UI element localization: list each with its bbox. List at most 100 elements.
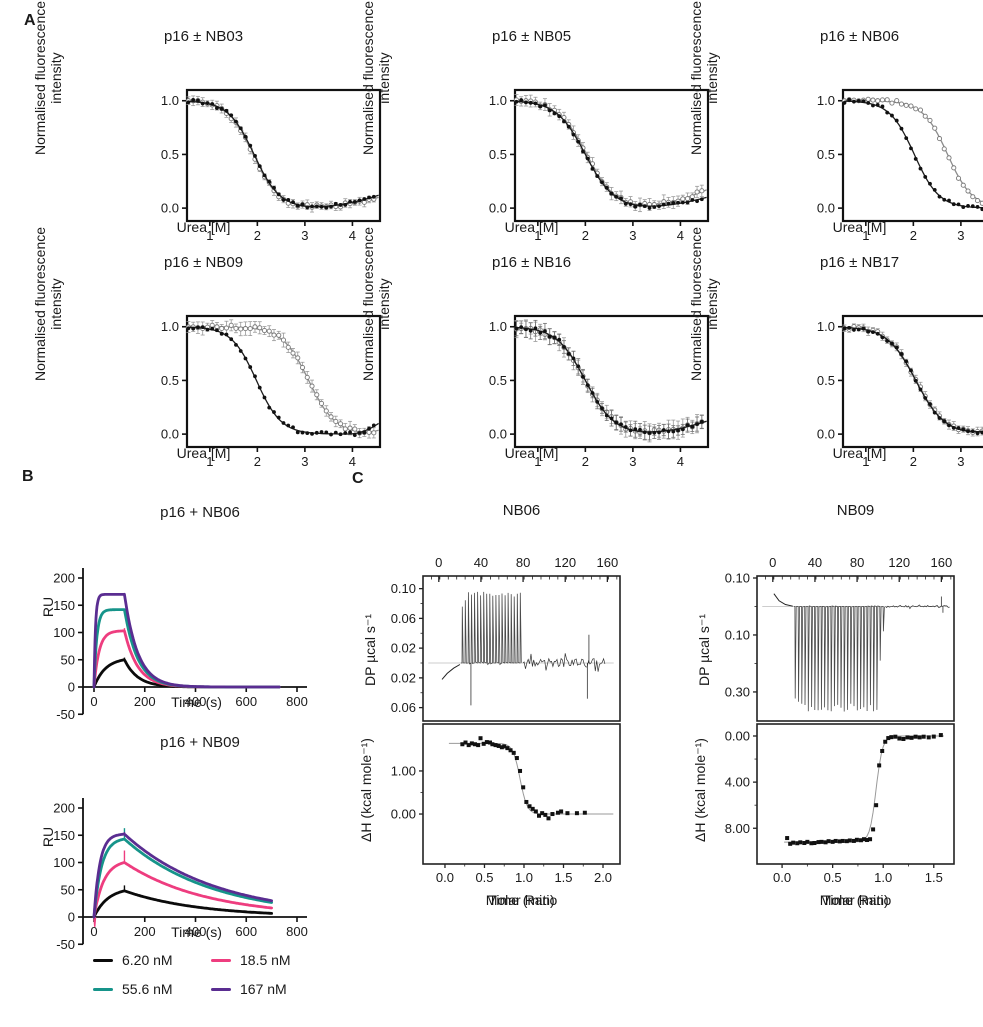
plot-p16-nb03: p16 ± NB03 Normalised fluorescence inten… bbox=[0, 1, 382, 246]
itc-column-nb06: NB06 Time (min) 0 40 80 120 160 0.10 0.06 0.02 -… bbox=[350, 498, 650, 918]
time-axis-label: Time (min) bbox=[822, 892, 889, 908]
legend-entry: 18.5 nM bbox=[211, 952, 343, 968]
svg-text:3: 3 bbox=[301, 228, 308, 243]
svg-text:0.00: 0.00 bbox=[391, 807, 416, 822]
svg-text:-8.00: -8.00 bbox=[724, 821, 750, 836]
x-axis-label: Time (s) bbox=[171, 924, 222, 940]
svg-text:1.0: 1.0 bbox=[515, 870, 533, 885]
svg-text:0.0: 0.0 bbox=[817, 427, 835, 442]
legend-label: 6.20 nM bbox=[122, 952, 173, 968]
legend-swatch bbox=[93, 958, 113, 962]
svg-text:3: 3 bbox=[629, 454, 636, 469]
svg-text:0.5: 0.5 bbox=[161, 373, 179, 388]
plot-p16-nb05: p16 ± NB05 Normalised fluorescence inten… bbox=[328, 1, 710, 246]
legend-swatch bbox=[93, 987, 113, 991]
svg-text:1.0: 1.0 bbox=[817, 93, 835, 108]
plot-p16-nb17: p16 ± NB17 Normalised fluorescence inten… bbox=[656, 227, 983, 472]
itc-dp-chart-nb09: 0 40 80 120 160 0.10 -0.10 -0.30 bbox=[720, 548, 964, 735]
svg-text:0.5: 0.5 bbox=[817, 373, 835, 388]
itc-isotherm-chart-nb06: 0.0 0.5 1.0 1.5 2.0 1.00 0.00 bbox=[390, 720, 630, 903]
plot-title: p16 ± NB06 bbox=[819, 28, 900, 45]
svg-text:1.0: 1.0 bbox=[489, 93, 507, 108]
svg-text:400: 400 bbox=[185, 924, 207, 939]
svg-text:3: 3 bbox=[957, 454, 964, 469]
svg-text:100: 100 bbox=[53, 625, 75, 640]
svg-text:100: 100 bbox=[53, 855, 75, 870]
svg-text:0: 0 bbox=[90, 694, 97, 709]
x-axis-label: Urea [M] bbox=[176, 219, 231, 235]
plot-title: p16 ± NB17 bbox=[819, 254, 900, 271]
svg-text:0.0: 0.0 bbox=[773, 870, 791, 885]
svg-text:200: 200 bbox=[53, 801, 75, 816]
svg-text:2.0: 2.0 bbox=[594, 870, 612, 885]
svg-text:1.0: 1.0 bbox=[489, 319, 507, 334]
svg-text:-0.02: -0.02 bbox=[390, 670, 416, 685]
svg-text:0.0: 0.0 bbox=[817, 201, 835, 216]
svg-text:2: 2 bbox=[254, 454, 261, 469]
y-axis-label: Normalised fluorescence intensity bbox=[360, 0, 392, 156]
molar-ratio-label: Molar Ratio bbox=[485, 892, 558, 908]
spr-plot-nb06: p16 + NB06 RU 200 150 100 50 0 -50 0 200 400 600 8… bbox=[30, 498, 330, 726]
svg-text:2: 2 bbox=[254, 228, 261, 243]
spr-plot-nb09: p16 + NB09 RU 200 150 100 50 0 -50 0 200 400 600 8… bbox=[30, 728, 330, 956]
legend-label: 167 nM bbox=[240, 981, 287, 997]
legend-swatch bbox=[211, 958, 231, 962]
svg-text:800: 800 bbox=[286, 694, 308, 709]
svg-text:0.0: 0.0 bbox=[161, 201, 179, 216]
svg-text:0.5: 0.5 bbox=[817, 147, 835, 162]
svg-text:0.10: 0.10 bbox=[391, 581, 416, 596]
plot-title: p16 ± NB05 bbox=[491, 28, 572, 45]
legend-swatch bbox=[211, 987, 231, 991]
svg-text:1: 1 bbox=[534, 228, 541, 243]
svg-text:400: 400 bbox=[185, 694, 207, 709]
svg-text:600: 600 bbox=[235, 694, 257, 709]
svg-text:1: 1 bbox=[206, 228, 213, 243]
svg-text:200: 200 bbox=[134, 694, 156, 709]
molar-ratio-label: Molar Ratio bbox=[819, 892, 892, 908]
plot-p16-nb16: p16 ± NB16 Normalised fluorescence inten… bbox=[328, 227, 710, 472]
svg-text:600: 600 bbox=[235, 924, 257, 939]
svg-text:0: 0 bbox=[435, 555, 442, 570]
svg-text:160: 160 bbox=[597, 555, 619, 570]
svg-text:0.5: 0.5 bbox=[161, 147, 179, 162]
plot-title: p16 ± NB03 bbox=[163, 28, 244, 45]
svg-text:0.10: 0.10 bbox=[725, 570, 750, 585]
svg-text:2: 2 bbox=[910, 454, 917, 469]
svg-text:80: 80 bbox=[516, 555, 530, 570]
svg-text:120: 120 bbox=[888, 555, 910, 570]
x-axis-label: Urea [M] bbox=[832, 219, 887, 235]
svg-text:-0.30: -0.30 bbox=[724, 684, 750, 699]
svg-text:200: 200 bbox=[134, 924, 156, 939]
itc-dp-chart-nb06: 0 40 80 120 160 0.10 0.06 0.02 -0.02 -0.06 bbox=[386, 548, 630, 735]
svg-text:40: 40 bbox=[808, 555, 822, 570]
legend-entry: 167 nM bbox=[211, 981, 343, 997]
plot-title: p16 + NB06 bbox=[160, 504, 240, 521]
time-axis-label: Time (min) bbox=[488, 892, 555, 908]
svg-text:0.0: 0.0 bbox=[489, 427, 507, 442]
svg-text:800: 800 bbox=[286, 924, 308, 939]
svg-text:1: 1 bbox=[534, 454, 541, 469]
svg-text:4: 4 bbox=[677, 228, 684, 243]
svg-text:0.5: 0.5 bbox=[475, 870, 493, 885]
svg-text:4: 4 bbox=[349, 454, 356, 469]
plot-title: NB09 bbox=[836, 502, 875, 519]
svg-text:150: 150 bbox=[53, 828, 75, 843]
svg-text:4: 4 bbox=[677, 454, 684, 469]
svg-text:200: 200 bbox=[53, 571, 75, 586]
y-axis-label: Normalised fluorescence intensity bbox=[32, 0, 64, 156]
svg-text:1.00: 1.00 bbox=[391, 763, 416, 778]
svg-text:0.0: 0.0 bbox=[489, 201, 507, 216]
svg-text:-50: -50 bbox=[56, 707, 75, 722]
svg-text:0.5: 0.5 bbox=[824, 870, 842, 885]
svg-text:1.0: 1.0 bbox=[161, 93, 179, 108]
svg-text:-4.00: -4.00 bbox=[724, 775, 750, 790]
svg-text:1.5: 1.5 bbox=[554, 870, 572, 885]
svg-text:1: 1 bbox=[862, 454, 869, 469]
svg-text:3: 3 bbox=[629, 228, 636, 243]
spr-concentration-legend: 6.20 nM 18.5 nM 55.6 nM 167 nM bbox=[93, 952, 343, 997]
svg-text:3: 3 bbox=[957, 228, 964, 243]
svg-text:0.0: 0.0 bbox=[436, 870, 454, 885]
svg-text:-50: -50 bbox=[56, 937, 75, 952]
dh-axis-label: ΔH (kcal mole⁻¹) bbox=[692, 738, 708, 842]
legend-entry: 6.20 nM bbox=[93, 952, 211, 968]
